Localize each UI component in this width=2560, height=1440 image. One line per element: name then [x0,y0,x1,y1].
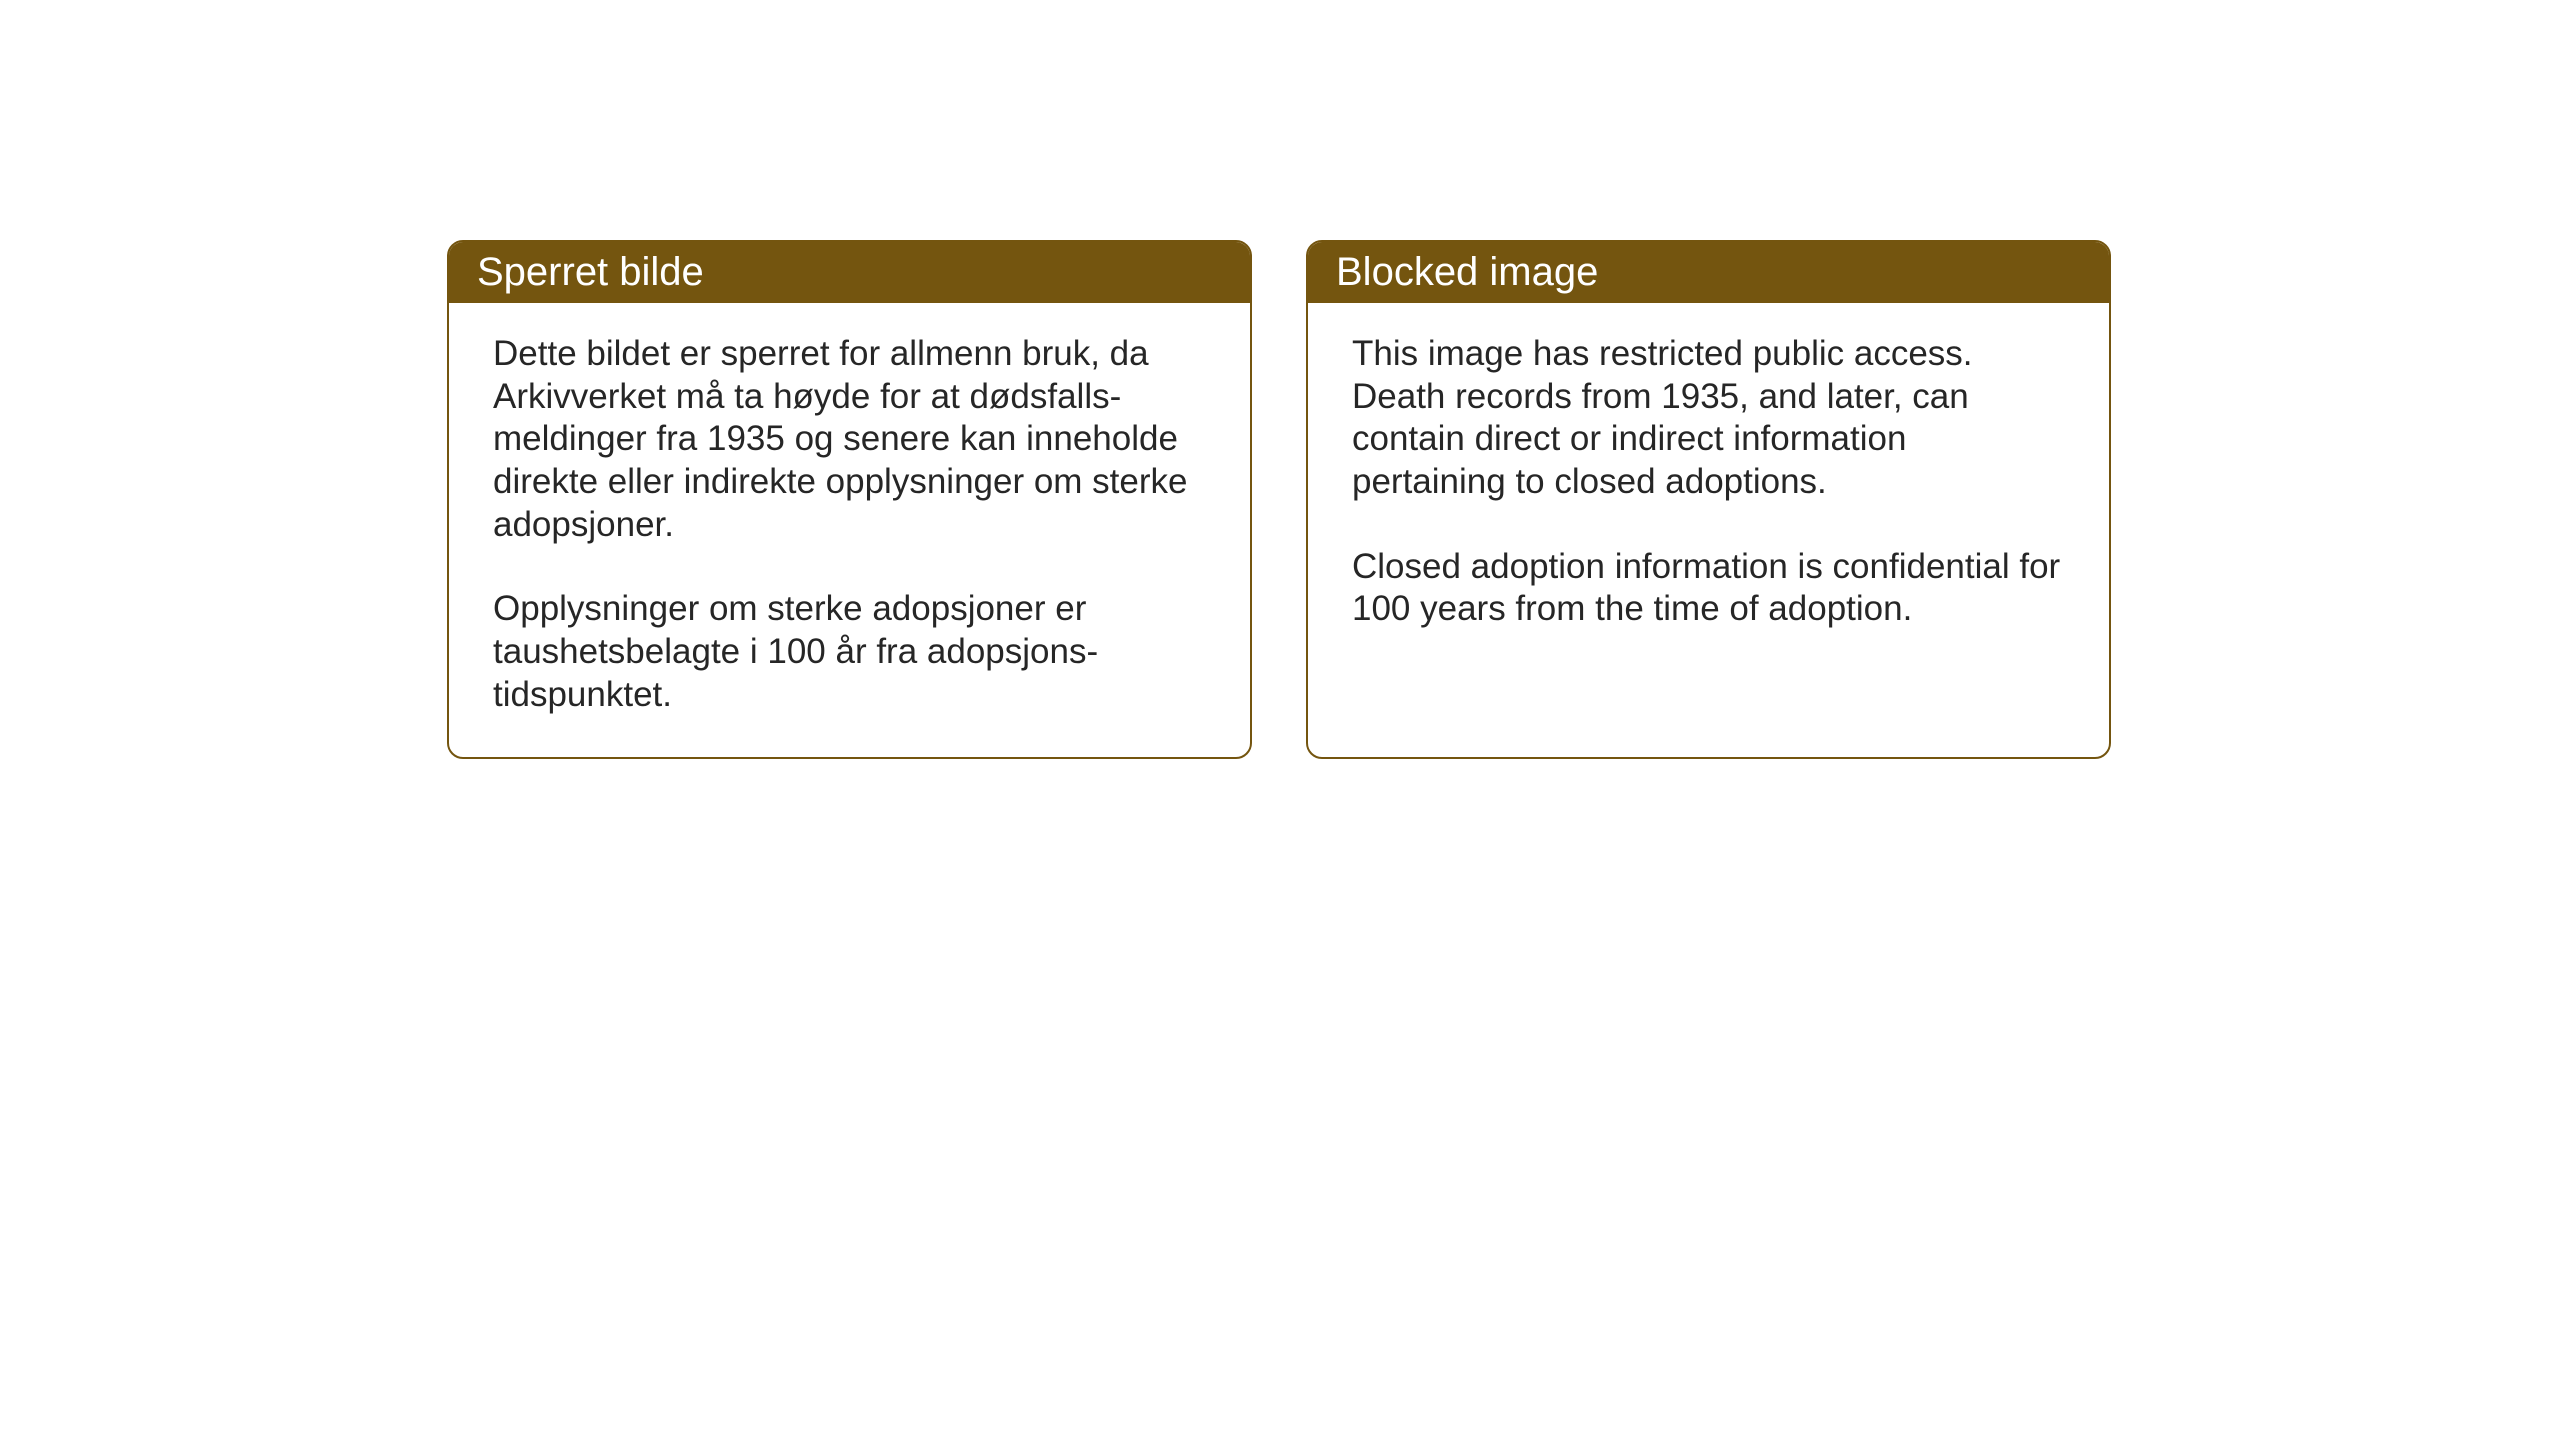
card-header-norwegian: Sperret bilde [449,242,1250,303]
card-title: Blocked image [1336,250,1598,294]
notice-paragraph: Dette bildet er sperret for allmenn bruk… [493,333,1206,546]
notice-paragraph: Opplysninger om sterke adopsjoner er tau… [493,588,1206,716]
notice-paragraph: Closed adoption information is confident… [1352,546,2065,631]
notice-card-norwegian: Sperret bilde Dette bildet er sperret fo… [447,240,1252,759]
card-title: Sperret bilde [477,250,704,294]
card-body-norwegian: Dette bildet er sperret for allmenn bruk… [449,303,1250,757]
card-header-english: Blocked image [1308,242,2109,303]
notice-paragraph: This image has restricted public access.… [1352,333,2065,504]
card-body-english: This image has restricted public access.… [1308,303,2109,739]
notice-container: Sperret bilde Dette bildet er sperret fo… [447,240,2111,759]
notice-card-english: Blocked image This image has restricted … [1306,240,2111,759]
